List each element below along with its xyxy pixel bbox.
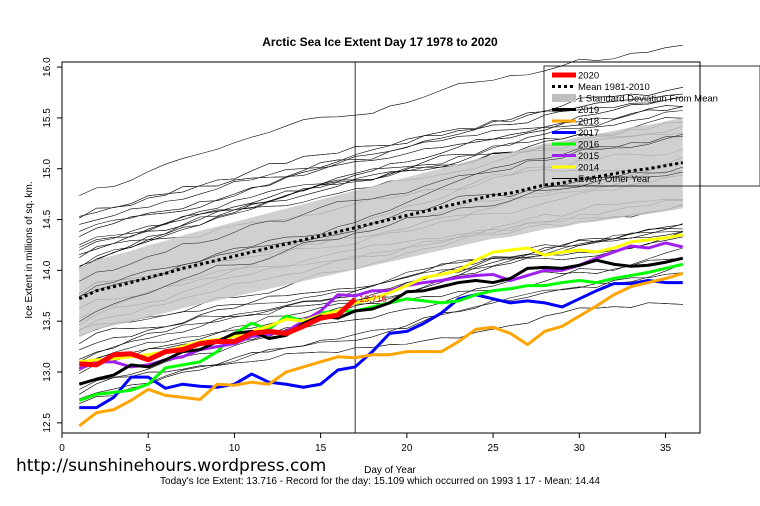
legend-box bbox=[543, 65, 760, 187]
historical-year-line bbox=[79, 87, 683, 217]
historical-year-line bbox=[79, 272, 683, 400]
x-tick-label: 15 bbox=[315, 443, 327, 454]
series-line-2017 bbox=[79, 279, 683, 410]
legend-item-2016-label: 2016 bbox=[578, 140, 599, 151]
plot-area: 13.716 0 5 10 15 20 25 30 35 12.5 13.0 13.5 14.0 14.5… bbox=[42, 44, 760, 454]
historical-year-line bbox=[79, 105, 683, 232]
y-tick-label: 16.0 bbox=[42, 57, 53, 77]
y-axis-label: Ice Extent in millions of sq. km. bbox=[24, 181, 35, 318]
historical-year-line bbox=[79, 223, 683, 330]
historical-year-line bbox=[79, 134, 683, 298]
historical-year-line bbox=[79, 257, 683, 374]
legend-item-2017-label: 2017 bbox=[578, 128, 599, 139]
legend-item-2015-label: 2015 bbox=[578, 151, 599, 162]
historical-year-line bbox=[79, 117, 683, 270]
chart-title: Arctic Sea Ice Extent Day 17 1978 to 202… bbox=[262, 35, 498, 49]
x-axis-label: Day of Year bbox=[364, 465, 416, 476]
historical-year-line bbox=[79, 93, 683, 219]
historical-year-line bbox=[79, 96, 683, 225]
historical-year-line bbox=[79, 44, 683, 196]
legend-item-2020-label: 2020 bbox=[578, 71, 599, 82]
historical-year-line bbox=[79, 302, 683, 395]
legend-item-2019-label: 2019 bbox=[578, 105, 599, 116]
series-line-2014 bbox=[79, 233, 684, 364]
legend-item-mean-1981-2010-label: Mean 1981-2010 bbox=[578, 82, 650, 93]
historical-year-line bbox=[79, 96, 683, 237]
legend-item-1-standard-deviation-from-mean-label: 1 Standard Deviation From Mean bbox=[578, 94, 718, 105]
historical-year-line bbox=[79, 236, 683, 351]
source-url: http://sunshinehours.wordpress.com bbox=[16, 456, 327, 476]
y-tick-label: 13.5 bbox=[42, 311, 53, 331]
y-tick-label: 14.5 bbox=[42, 209, 53, 229]
historical-year-line bbox=[79, 302, 683, 395]
x-tick-label: 30 bbox=[574, 443, 586, 454]
series-line-2018 bbox=[78, 271, 684, 428]
x-tick-label: 35 bbox=[660, 443, 672, 454]
x-tick-label: 10 bbox=[229, 443, 241, 454]
x-tick-label: 20 bbox=[401, 443, 413, 454]
current-value-label: 13.716 bbox=[359, 294, 387, 304]
series-line-2020 bbox=[79, 297, 357, 368]
legend-item-2014-label: 2014 bbox=[578, 163, 599, 174]
series-line-2019 bbox=[78, 256, 684, 386]
y-tick-label: 14.0 bbox=[42, 260, 53, 280]
x-tick-label: 25 bbox=[488, 443, 500, 454]
x-tick-label: 5 bbox=[145, 443, 151, 454]
y-tick-label: 13.0 bbox=[42, 362, 53, 382]
historical-year-line bbox=[79, 110, 683, 248]
plot-frame bbox=[61, 61, 701, 434]
historical-year-line bbox=[79, 166, 683, 322]
legend-item-2018-label: 2018 bbox=[578, 117, 599, 128]
y-tick-label: 15.5 bbox=[42, 108, 53, 128]
y-tick-label: 15.0 bbox=[42, 159, 53, 179]
x-tick-label: 0 bbox=[59, 443, 65, 454]
legend-item-1-standard-deviation-from-mean-swatch bbox=[552, 94, 576, 102]
legend-item-every-other-year-label: Every Other Year bbox=[578, 174, 650, 185]
summary-footer: Today's Ice Extent: 13.716 - Record for … bbox=[160, 476, 600, 487]
series-line-mean-1981-2010 bbox=[78, 161, 684, 301]
historical-year-line bbox=[79, 106, 683, 255]
y-tick-label: 12.5 bbox=[42, 413, 53, 433]
historical-year-line bbox=[79, 136, 683, 282]
